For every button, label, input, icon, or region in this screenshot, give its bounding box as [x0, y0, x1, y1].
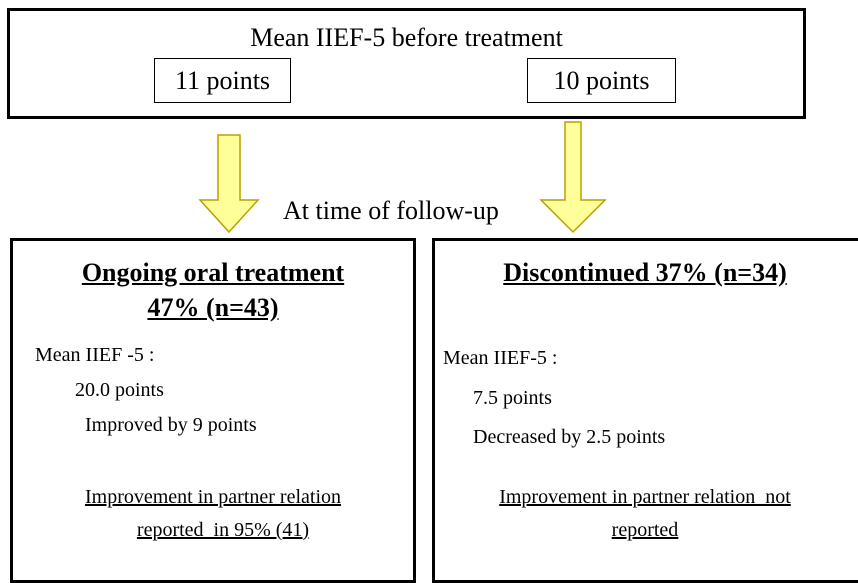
down-arrow	[539, 121, 607, 234]
panel-line: 20.0 points	[75, 379, 164, 401]
down-arrow	[198, 134, 260, 234]
header-title: Mean IIEF-5 before treatment	[250, 23, 563, 52]
value-box: 10 points	[527, 58, 676, 103]
panel-note: Improvement in partner relation	[84, 486, 341, 508]
panel-note: reported in 95% (41)	[136, 519, 310, 541]
panel-note: Improvement in partner relation not	[499, 486, 791, 508]
panel-title: Ongoing oral treatment	[81, 258, 345, 287]
panel-line: Improved by 9 points	[85, 414, 257, 436]
value-box: 11 points	[154, 58, 291, 103]
pre-treatment-box	[7, 8, 806, 119]
panel-line: Mean IIEF-5 :	[443, 347, 558, 369]
panel-line: Mean IIEF -5 :	[35, 344, 155, 366]
panel-line: 7.5 points	[473, 387, 552, 409]
panel-line: Decreased by 2.5 points	[473, 426, 666, 448]
panel-title: 47% (n=43)	[147, 293, 279, 322]
panel-title: Discontinued 37% (n=34)	[503, 258, 787, 287]
panel-note: reported	[611, 519, 679, 541]
arrow-label: At time of follow-up	[283, 196, 499, 225]
